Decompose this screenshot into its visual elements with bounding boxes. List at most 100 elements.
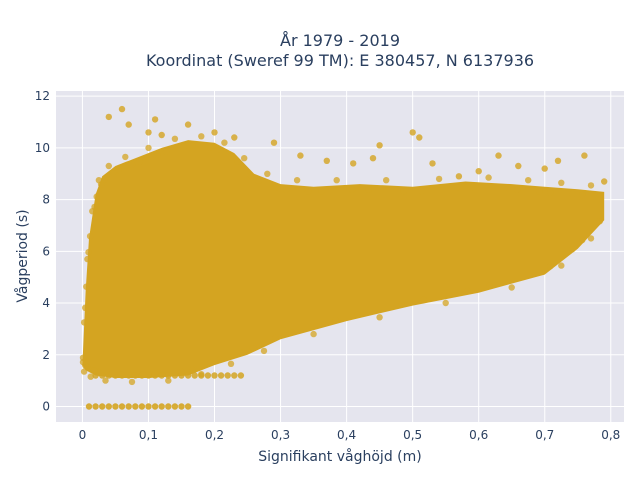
- scatter-point: [486, 282, 493, 289]
- scatter-point: [282, 186, 290, 193]
- scatter-point: [165, 377, 172, 384]
- scatter-point: [139, 371, 147, 378]
- scatter-point: [547, 263, 554, 270]
- scatter-point: [558, 179, 565, 186]
- x-tick-label: 0,1: [139, 428, 158, 442]
- scatter-density-layer: [82, 140, 605, 378]
- scatter-point: [165, 372, 172, 379]
- scatter-point: [80, 368, 88, 375]
- scatter-point: [79, 358, 87, 366]
- scatter-point: [238, 349, 246, 356]
- scatter-point: [158, 131, 165, 139]
- scatter-points: [79, 105, 608, 410]
- scatter-point: [171, 403, 179, 410]
- scatter-point: [579, 191, 586, 199]
- y-tick-label: 8: [42, 193, 50, 207]
- scatter-point: [151, 116, 159, 123]
- scatter-point: [165, 403, 172, 410]
- scatter-point: [237, 372, 245, 379]
- scatter-point: [420, 296, 427, 303]
- scatter-point: [398, 301, 405, 308]
- scatter-point: [260, 347, 268, 355]
- scatter-point: [554, 157, 562, 164]
- scatter-point: [118, 105, 126, 113]
- scatter-point: [83, 283, 90, 290]
- chart-title-line2: Koordinat (Sweref 99 TM): E 380457, N 61…: [146, 51, 534, 70]
- scatter-point: [85, 249, 92, 256]
- scatter-point: [91, 203, 98, 211]
- scatter-point: [211, 372, 218, 379]
- scatter-point: [288, 329, 295, 336]
- scatter-point: [112, 403, 119, 410]
- scatter-point: [601, 178, 608, 185]
- scatter-point: [171, 135, 179, 142]
- x-tick-label: 0: [79, 428, 87, 442]
- scatter-point: [92, 403, 99, 410]
- scatter-point: [221, 139, 228, 146]
- scatter-point: [273, 184, 280, 191]
- scatter-point: [247, 172, 254, 179]
- x-tick-label: 0,5: [403, 428, 422, 442]
- scatter-point: [376, 142, 383, 149]
- scatter-point: [158, 403, 165, 410]
- scatter-point: [105, 113, 113, 121]
- y-axis-ticks: 0 2 4 6 8 10 12: [35, 89, 50, 413]
- scatter-point: [117, 371, 125, 378]
- scatter-point: [224, 372, 231, 379]
- scatter-point: [485, 174, 492, 181]
- scatter-point: [255, 177, 262, 184]
- scatter-point: [495, 152, 502, 159]
- y-tick-label: 6: [42, 244, 50, 258]
- scatter-point: [125, 372, 132, 379]
- scatter-point: [376, 314, 383, 321]
- scatter-point: [318, 188, 325, 195]
- chart-title-line1: År 1979 - 2019: [280, 31, 400, 50]
- x-tick-label: 0,2: [205, 428, 224, 442]
- scatter-point: [558, 262, 565, 269]
- scatter-point: [297, 152, 304, 159]
- scatter-point: [470, 183, 477, 191]
- scatter-point: [416, 134, 423, 141]
- scatter-point: [101, 176, 108, 183]
- scatter-point: [323, 157, 330, 164]
- scatter-point: [350, 160, 357, 167]
- scatter-point: [442, 299, 449, 307]
- scatter-point: [145, 372, 152, 379]
- scatter-point: [151, 370, 159, 377]
- scatter-point: [136, 158, 143, 165]
- scatter-point: [241, 155, 248, 162]
- x-axis-ticks: 0 0,1 0,2 0,3 0,4 0,5 0,6 0,7 0,8: [79, 428, 621, 442]
- x-tick-label: 0,3: [271, 428, 290, 442]
- scatter-point: [125, 403, 132, 410]
- scatter-point: [198, 133, 205, 140]
- scatter-point: [475, 168, 482, 175]
- scatter-point: [569, 246, 576, 253]
- scatter-point: [178, 368, 185, 376]
- scatter-point: [102, 377, 109, 384]
- scatter-point: [332, 317, 339, 324]
- scatter-point: [122, 153, 129, 161]
- scatter-point: [333, 177, 340, 184]
- scatter-point: [125, 121, 132, 128]
- scatter-point: [108, 370, 116, 377]
- scatter-cloud: [82, 140, 605, 378]
- scatter-point: [206, 359, 214, 367]
- y-tick-label: 12: [35, 89, 50, 103]
- scatter-point: [409, 129, 416, 136]
- scatter-point: [429, 160, 436, 167]
- scatter-point: [90, 367, 98, 374]
- scatter-point: [189, 366, 196, 374]
- x-tick-label: 0,6: [469, 428, 488, 442]
- scatter-point: [231, 372, 238, 379]
- scatter-point: [453, 184, 460, 191]
- scatter-point: [304, 188, 312, 195]
- scatter-point: [541, 165, 548, 172]
- scatter-point: [80, 319, 88, 326]
- scatter-point: [85, 403, 93, 410]
- scatter-point: [435, 175, 443, 183]
- scatter-point: [204, 372, 212, 379]
- scatter-point: [365, 186, 372, 193]
- y-tick-label: 2: [42, 348, 50, 362]
